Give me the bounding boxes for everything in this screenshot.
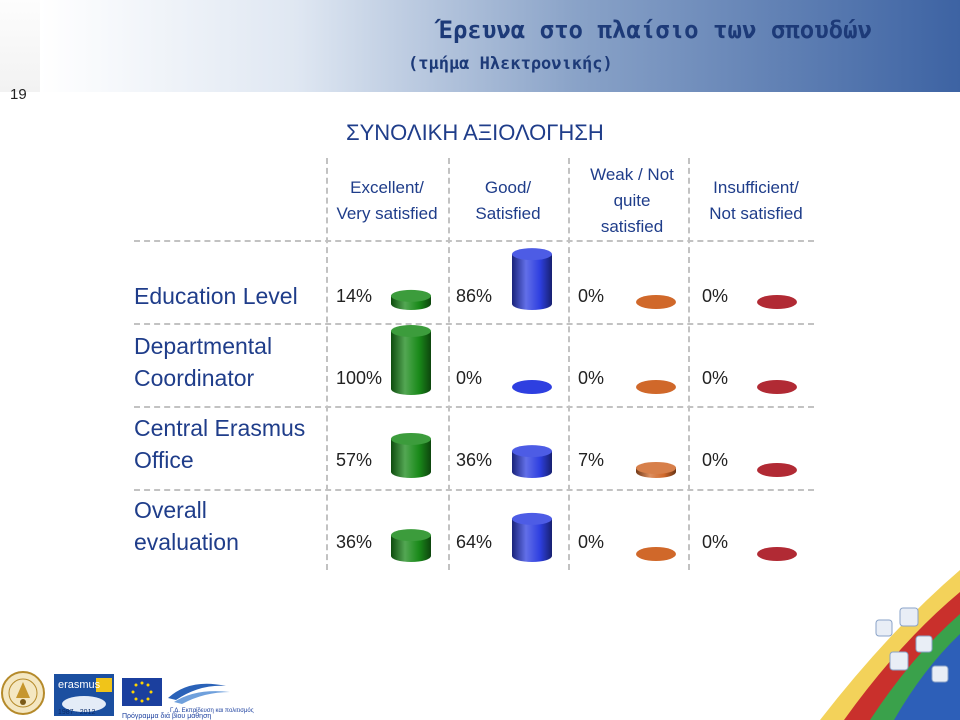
row-label-education-level: Education Level [134,280,298,312]
value-label: 0% [702,368,729,388]
cylinder-mark [757,463,797,477]
erasmus-logo-icon: erasmus 1987 · 2012 [54,674,114,716]
value-label: 100% [336,368,383,388]
grid-line [688,158,690,570]
lifelong-learning-logo-icon [168,683,230,704]
col-head-line: satisfied [600,217,664,236]
puzzle-corner-decoration [820,570,960,720]
value-label: 0% [702,450,729,470]
grid-line [134,406,814,408]
value-label: 0% [456,368,483,388]
cylinder-mark [391,289,431,310]
footer-logos: erasmus 1987 · 2012 Γ.Δ. Εκπαίδευση και … [1,671,254,720]
header-subtitle: (τμήμα Ηλεκτρονικής) [408,54,613,74]
row-label-line: Coordinator [134,365,255,391]
side-strip [0,0,40,92]
col-head-line: Very satisfied [336,204,438,223]
cylinder-mark [512,512,552,562]
row-label-line: Central Erasmus [134,415,306,441]
cylinder-mark [636,380,676,394]
grid-line [134,240,814,242]
row-label-line: Office [134,447,194,473]
value-label: 0% [702,286,729,306]
value-label: 64% [456,532,493,552]
cylinder-mark [757,295,797,309]
col-head-line: Weak / Not [590,165,674,184]
value-label: 36% [336,532,373,552]
value-label: 0% [578,286,605,306]
grid-line [134,323,814,325]
row-label-line: Overall [134,497,207,523]
row-label-line: evaluation [134,529,239,555]
value-label: 14% [336,286,373,306]
cylinder-mark [391,325,431,395]
erasmus-years: 1987 · 2012 [58,709,95,716]
col-head-line: Good/ [484,178,532,197]
col-head-insufficient: Insufficient/ Not satisfied [688,175,824,227]
chart-title: ΣΥΝΟΛΙΚΗ ΑΞΙΟΛΟΓΗΣΗ [346,120,604,145]
cylinder-mark [636,295,676,309]
row-label-line: Departmental [134,333,273,359]
row-label-central-erasmus-office: Central Erasmus Office [134,412,305,476]
col-head-good: Good/ Satisfied [448,175,568,227]
value-label: 57% [336,450,373,470]
col-head-line: quite [613,191,651,210]
col-head-line: Satisfied [475,204,541,223]
cylinder-mark [512,380,552,394]
cylinder-mark [636,461,676,478]
cylinder-mark [512,248,552,310]
col-head-line: Not satisfied [709,204,803,223]
col-head-excellent: Excellent/ Very satisfied [318,175,456,227]
value-label: 0% [578,368,605,388]
grid-line [326,158,328,570]
col-head-line: Insufficient/ [713,178,799,197]
erasmus-logo-text: erasmus [58,679,101,691]
value-label: 0% [578,532,605,552]
col-head-weak: Weak / Not quite satisfied [572,162,692,240]
col-head-line: Excellent/ [350,178,424,197]
value-label: 0% [702,532,729,552]
cylinder-mark [757,547,797,561]
grid-line [568,158,570,570]
value-label: 36% [456,450,493,470]
cylinder-mark [391,432,431,478]
cylinder-mark [391,529,431,562]
slide-number: 19 [10,86,27,103]
header-title: Έρευνα στο πλαίσιο των σπουδών [438,16,872,44]
grid-line [134,489,814,491]
grid-line [448,158,450,570]
header-bar [40,0,960,92]
eu-flag-icon [122,678,162,706]
llp-caption: Πρόγραμμα διά βίου μάθηση [122,712,211,720]
eu-caption: Γ.Δ. Εκπαίδευση και πολιτισμός [170,707,254,714]
cylinder-mark [757,380,797,394]
cylinder-mark [512,445,552,478]
row-label-line: Education Level [134,283,298,309]
value-label: 86% [456,286,493,306]
row-label-overall-evaluation: Overall evaluation [134,494,239,558]
university-seal-icon [1,671,45,715]
row-label-departmental-coordinator: Departmental Coordinator [134,330,272,394]
value-label: 7% [578,450,605,470]
cylinder-mark [636,547,676,561]
